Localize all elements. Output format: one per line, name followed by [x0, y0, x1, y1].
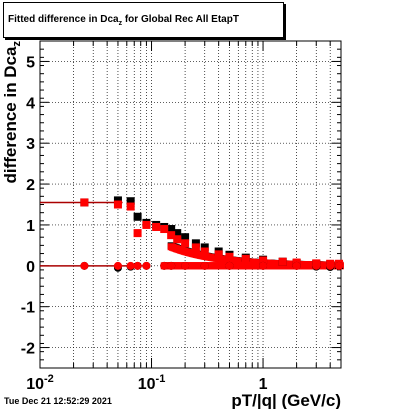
data-point: [133, 212, 142, 221]
data-point: [292, 261, 301, 270]
data-point: [142, 261, 151, 270]
data-point: [214, 250, 223, 259]
data-point: [126, 197, 135, 206]
data-point: [133, 229, 142, 238]
chart-title: Fitted difference in Dcaz for Global Rec…: [8, 14, 239, 27]
data-point: [326, 261, 335, 270]
data-point: [160, 261, 169, 270]
y-tick-label: -1: [21, 300, 35, 317]
data-point: [167, 225, 176, 234]
data-point: [113, 261, 122, 270]
data-point: [181, 261, 190, 270]
data-point: [200, 261, 209, 270]
y-tick-label: 3: [26, 136, 35, 153]
data-point: [167, 261, 176, 270]
plot-frame: [39, 40, 342, 369]
data-point: [126, 261, 135, 270]
data-point: [191, 243, 200, 252]
data-point: [241, 254, 250, 263]
data-point: [259, 256, 268, 265]
data-point: [200, 243, 209, 252]
timestamp: Tue Dec 21 12:52:29 2021: [4, 396, 112, 406]
data-point: [133, 261, 142, 270]
data-point: [80, 198, 89, 207]
x-tick-label: 10-1: [138, 373, 166, 393]
y-tick-label: 2: [26, 177, 35, 194]
x-axis-label: pT/|q| (GeV/c): [231, 391, 341, 409]
y-tick-label: -2: [21, 341, 35, 358]
data-point: [200, 247, 209, 256]
data-point: [152, 222, 161, 231]
data-point: [113, 196, 122, 205]
data-point: [181, 239, 190, 248]
data-point: [191, 239, 200, 248]
data-point: [312, 261, 321, 270]
data-point: [335, 261, 344, 270]
data-point: [160, 225, 169, 234]
data-point: [80, 261, 89, 270]
plot-area: [40, 41, 341, 368]
y-tick-label: 4: [26, 95, 35, 112]
y-tick-label: 1: [26, 218, 35, 235]
data-point: [259, 261, 268, 270]
data-point: [167, 231, 176, 240]
data-point: [181, 233, 190, 242]
title-box: Fitted difference in Dcaz for Global Rec…: [3, 2, 284, 38]
y-tick-label: 0: [26, 259, 35, 276]
data-point: [173, 235, 182, 244]
data-point: [142, 220, 151, 229]
title-suffix: for Global Rec All EtapT: [122, 14, 239, 25]
x-tick-label: 1: [259, 376, 268, 393]
title-subscript: z: [118, 20, 123, 27]
data-point: [173, 229, 182, 238]
data-point: [126, 202, 135, 211]
data-point: [113, 200, 122, 209]
title-prefix: Fitted difference in Dca: [8, 14, 119, 25]
data-point: [278, 257, 287, 266]
y-tick-label: 5: [26, 54, 35, 71]
data-point: [225, 261, 234, 270]
data-point: [225, 252, 234, 261]
y-axis-label: difference in Dcaz: [1, 41, 23, 184]
x-tick-label: 10-2: [26, 373, 54, 393]
